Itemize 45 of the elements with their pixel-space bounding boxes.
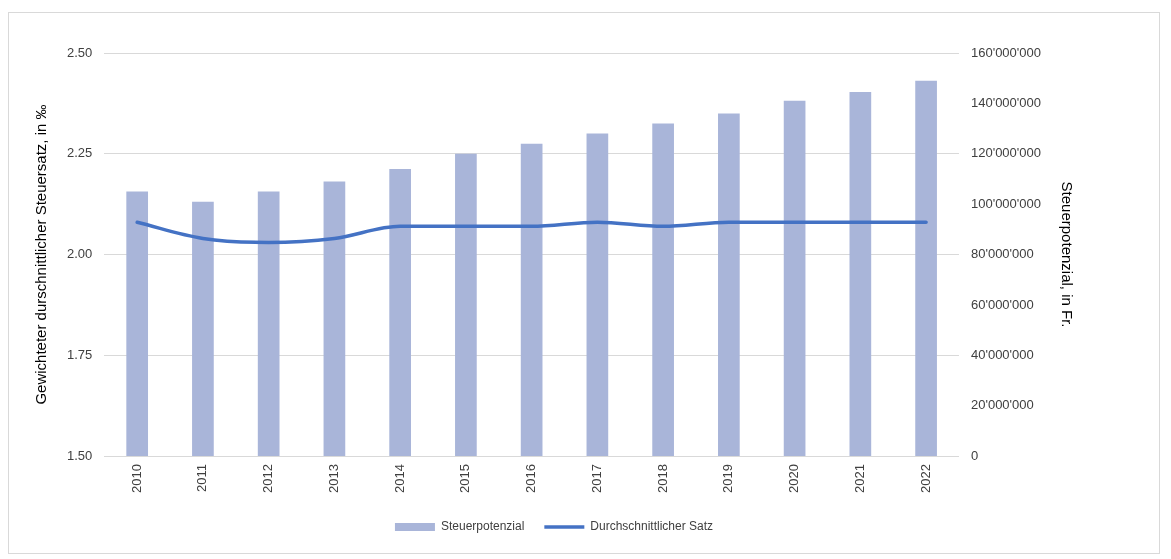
y2-tick-label: 140'000'000	[970, 94, 1042, 110]
x-tick-label: 2012	[260, 464, 276, 493]
y-tick-label: 2.50	[66, 44, 93, 60]
bar	[652, 123, 674, 457]
x-tick-label: 2011	[194, 464, 210, 493]
x-tick-label: 2014	[391, 464, 407, 493]
y2-tick-label: 0	[970, 447, 979, 463]
bar	[126, 191, 149, 457]
x-tick-label: 2010	[128, 464, 144, 493]
x-tick-label: 2015	[457, 464, 473, 493]
bar	[718, 113, 740, 457]
bar	[849, 92, 872, 457]
y-axis-title: Gewichteter durschnittlicher Steuersatz, in ‰	[32, 104, 50, 405]
y2-tick-label: 100'000'000	[970, 195, 1042, 211]
x-tick-label: 2017	[588, 464, 604, 493]
x-tick-label: 2020	[786, 464, 802, 493]
y2-tick-label: 120'000'000	[970, 145, 1042, 161]
y2-axis-title: Steuerpotenzial, in Fr.	[1058, 181, 1076, 328]
bar	[915, 80, 937, 457]
y2-tick-label: 160'000'000	[970, 44, 1042, 60]
legend-label: Steuerpotenzial	[440, 519, 525, 534]
bar	[192, 201, 214, 457]
y-tick-label: 1.75	[66, 346, 93, 362]
x-tick-label: 2019	[720, 464, 736, 493]
bar	[783, 100, 806, 457]
y2-tick-label: 20'000'000	[970, 397, 1034, 413]
x-tick-label: 2022	[917, 464, 933, 493]
y2-tick-label: 80'000'000	[970, 246, 1034, 262]
bar	[257, 191, 280, 457]
bar	[586, 133, 609, 457]
legend-label: Durchschnittlicher Satz	[590, 519, 714, 534]
bar	[389, 168, 411, 457]
x-tick-label: 2016	[523, 464, 539, 493]
x-tick-label: 2018	[654, 464, 670, 493]
y-tick-label: 2.25	[66, 145, 93, 161]
bar	[323, 181, 346, 457]
y-tick-label: 2.00	[66, 246, 93, 262]
bar	[520, 143, 543, 457]
y2-tick-label: 40'000'000	[970, 346, 1034, 362]
x-tick-label: 2013	[325, 464, 341, 493]
y-tick-label: 1.50	[66, 447, 93, 463]
x-tick-label: 2021	[851, 464, 867, 493]
bar	[455, 153, 477, 457]
line-series	[135, 220, 928, 245]
y2-tick-label: 60'000'000	[970, 296, 1034, 312]
